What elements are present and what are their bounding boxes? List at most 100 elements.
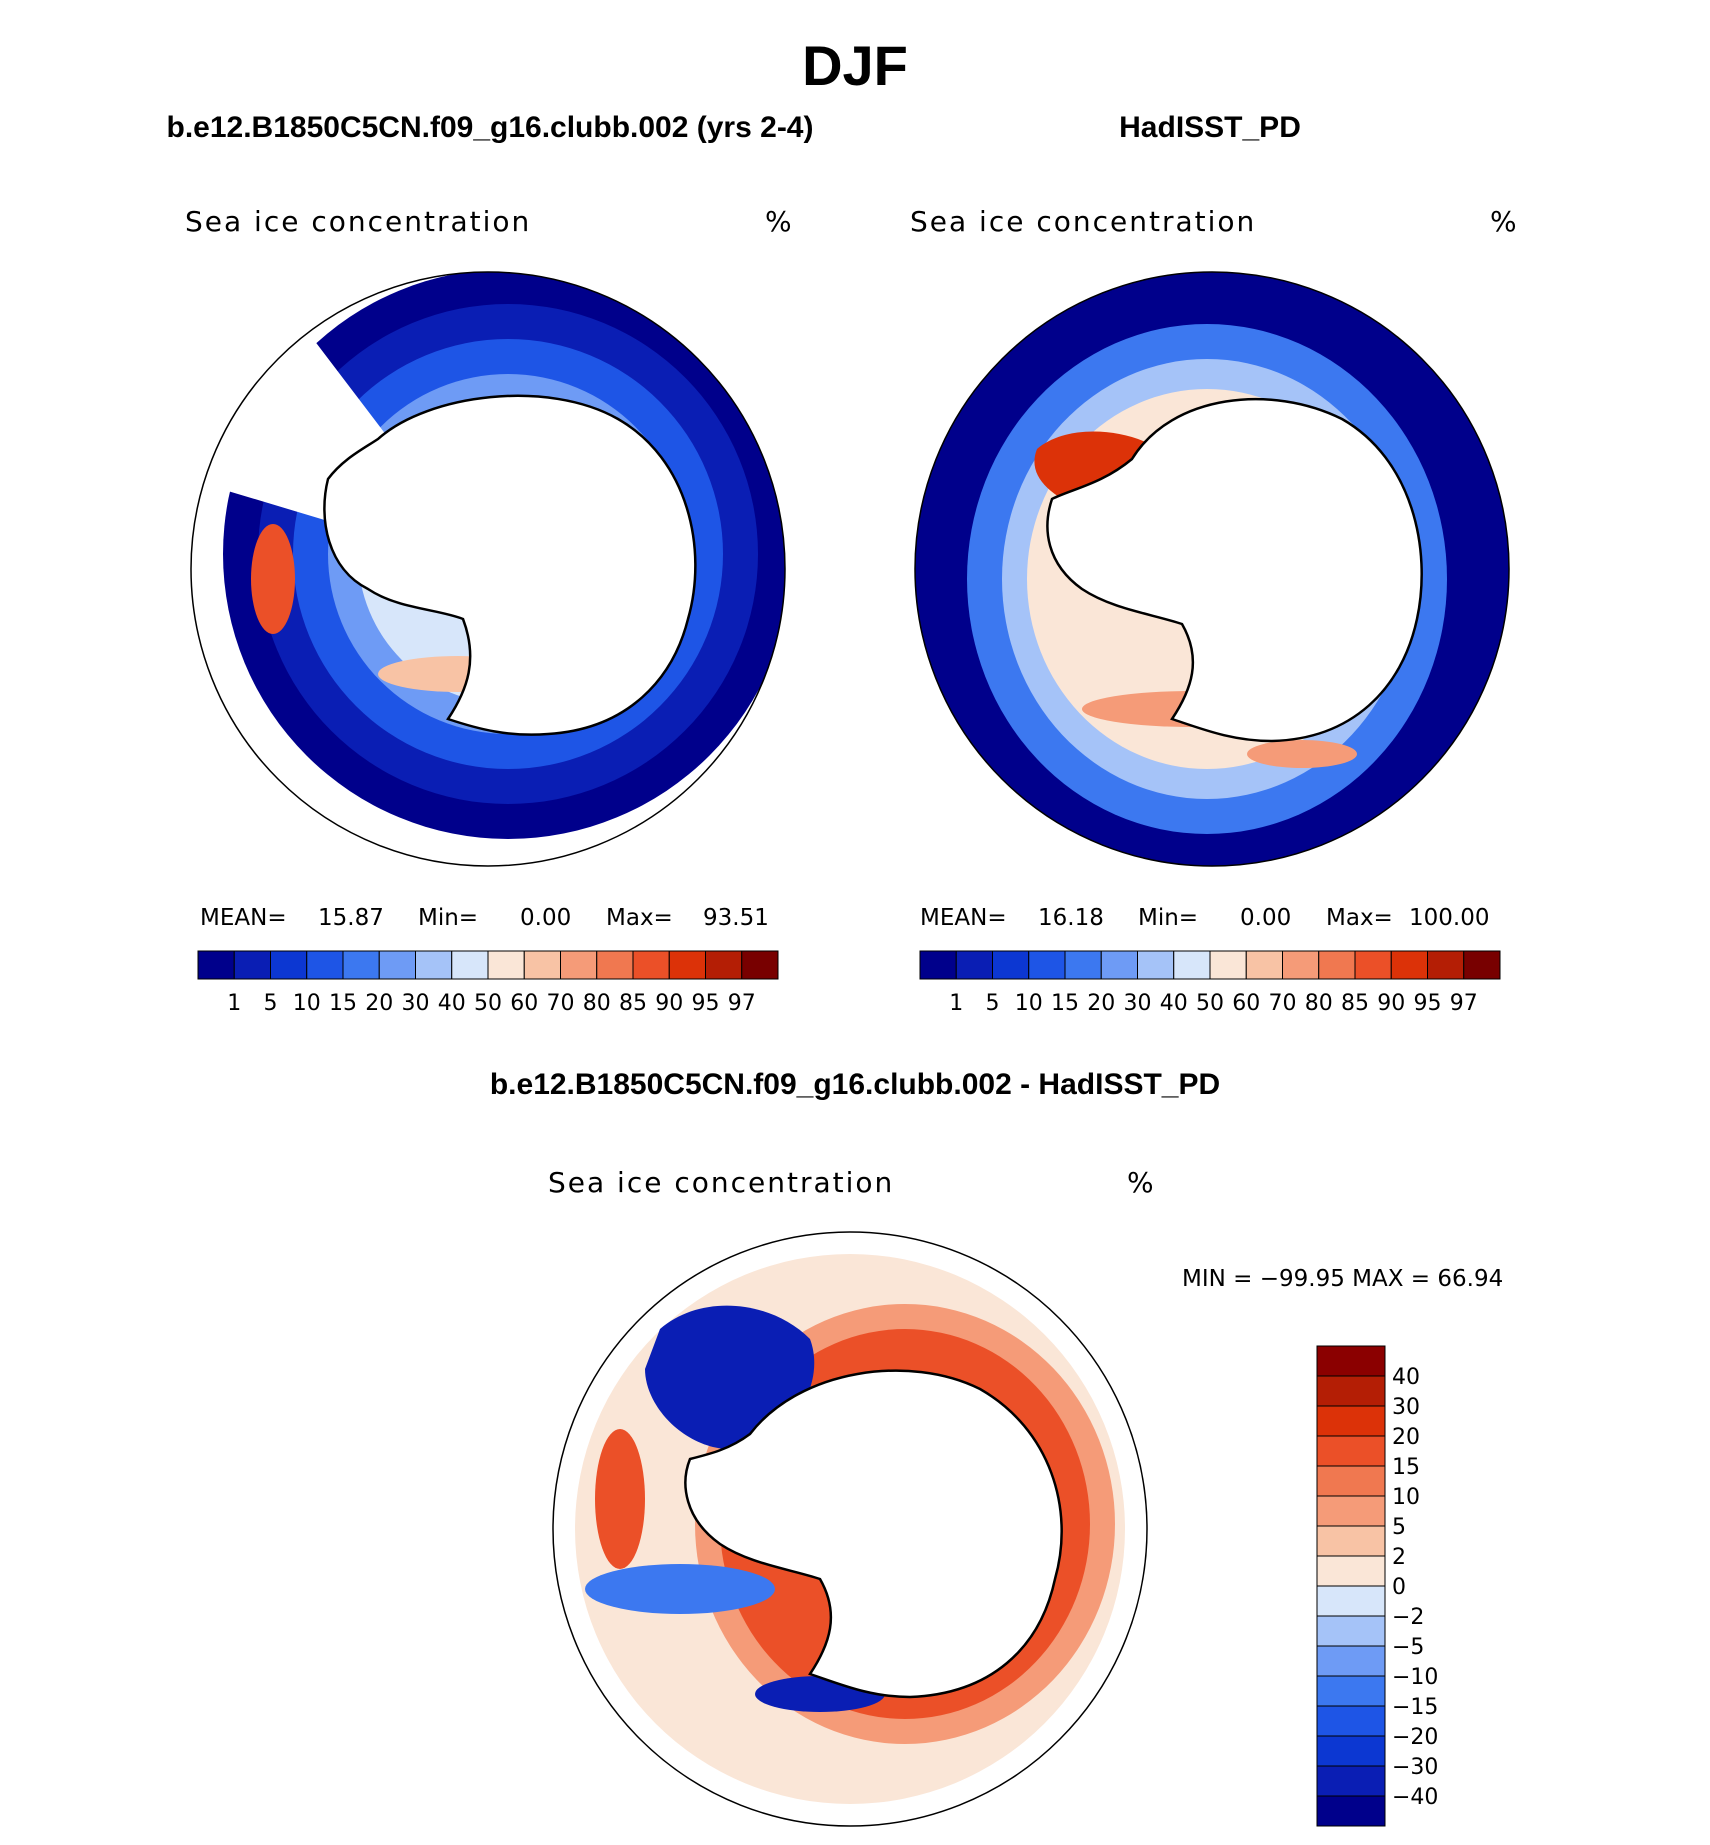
diff-cold-ross: [585, 1564, 775, 1614]
panel-2-colorbar-tick-label: 95: [1414, 991, 1442, 1016]
panel-2-colorbar-tick-label: 10: [1015, 991, 1043, 1016]
antarctica-continent: [323, 394, 697, 736]
antarctica-continent: [1046, 397, 1423, 743]
panel-1-mean-value: 15.87: [318, 905, 384, 931]
panel-1-colorbar-swatch: [270, 950, 308, 980]
panel-3-colorbar-swatch: [1316, 1705, 1386, 1737]
panel-3-colorbar-tick-label: 15: [1392, 1455, 1420, 1480]
panel-3-colorbar-swatch: [1316, 1405, 1386, 1437]
panel-2-colorbar-tick-label: 70: [1269, 991, 1297, 1016]
panel-1-colorbar-tick-label: 90: [655, 991, 683, 1016]
panel-2-colorbar-swatch: [1390, 950, 1428, 980]
panel-3-colorbar-swatch: [1316, 1375, 1386, 1407]
panel-2-colorbar-tick-label: 50: [1196, 991, 1224, 1016]
panel-1-colorbar-tick-label: 97: [728, 991, 756, 1016]
panel-1-variable: Sea ice concentration: [185, 205, 532, 238]
panel-3-colorbar-swatch: [1316, 1345, 1386, 1377]
panel-2-colorbar-swatch: [1028, 950, 1066, 980]
panel-1-colorbar-tick-label: 85: [619, 991, 647, 1016]
panel-3-colorbar-swatch: [1316, 1585, 1386, 1617]
panel-1-colorbar-tick-label: 50: [474, 991, 502, 1016]
panel-1-title: b.e12.B1850C5CN.f09_g16.clubb.002 (yrs 2…: [166, 111, 814, 144]
panel-2-variable: Sea ice concentration: [910, 205, 1257, 238]
panel-2-colorbar-swatch: [1137, 950, 1175, 980]
panel-3-colorbar-swatch: [1316, 1795, 1386, 1827]
panel-3-colorbar-tick-label: −2: [1392, 1605, 1424, 1630]
panel-1-colorbar-tick-label: 60: [510, 991, 538, 1016]
panel-2-colorbar-tick-label: 1: [949, 991, 963, 1016]
panel-3-map-border: [552, 1231, 1148, 1827]
diff-warm-west: [595, 1429, 645, 1569]
panel-2-max-label: Max=: [1326, 905, 1393, 931]
panel-2-colorbar-tick-label: 30: [1124, 991, 1152, 1016]
panel-2-colorbar-tick-label: 5: [986, 991, 1000, 1016]
panel-3-title: b.e12.B1850C5CN.f09_g16.clubb.002 - HadI…: [489, 1068, 1221, 1101]
panel-2-colorbar-swatch: [1173, 950, 1211, 980]
panel-1-colorbar-swatch: [632, 950, 670, 980]
panel-3-colorbar-tick-label: −20: [1392, 1725, 1438, 1750]
panel-3-colorbar-swatch: [1316, 1765, 1386, 1797]
antarctica-continent: [684, 1369, 1063, 1699]
panel-1-colorbar-tick-label: 70: [547, 991, 575, 1016]
panel-3-units: %: [1127, 1166, 1156, 1199]
panel-1-colorbar-swatch: [415, 950, 453, 980]
panel-1-colorbar-swatch: [342, 950, 380, 980]
panel-2-colorbar-tick-label: 40: [1160, 991, 1188, 1016]
panel-1-colorbar-tick-label: 5: [264, 991, 278, 1016]
panel-2-colorbar-tick-label: 85: [1341, 991, 1369, 1016]
panel-1-colorbar-swatch: [705, 950, 743, 980]
panel-3-colorbar-swatch: [1316, 1675, 1386, 1707]
panel-1-colorbar-tick-label: 80: [583, 991, 611, 1016]
panel-1-colorbar-tick-label: 1: [227, 991, 241, 1016]
panel-1-colorbar-tick-label: 15: [329, 991, 357, 1016]
panel-3-colorbar-tick-label: 30: [1392, 1395, 1420, 1420]
panel-3-colorbar-swatch: [1316, 1495, 1386, 1527]
panel-2-colorbar-tick-label: 60: [1232, 991, 1260, 1016]
panel-3-colorbar-swatch: [1316, 1735, 1386, 1767]
panel-1-max-value: 93.51: [703, 905, 769, 931]
panel-2-colorbar-tick-label: 97: [1450, 991, 1478, 1016]
panel-3-colorbar-tick-label: −15: [1392, 1695, 1438, 1720]
panel-1-colorbar-swatch: [487, 950, 525, 980]
panel-1-min-value: 0.00: [520, 905, 572, 931]
panel-3-range-text: MIN = −99.95 MAX = 66.94: [1182, 1266, 1504, 1292]
panel-1-colorbar-swatch: [306, 950, 344, 980]
panel-1-colorbar-swatch: [596, 950, 634, 980]
panel-1-colorbar-swatch: [741, 950, 779, 980]
panel-3-colorbar-swatch: [1316, 1645, 1386, 1677]
panel-1-colorbar-swatch: [560, 950, 598, 980]
panel-2-min-value: 0.00: [1240, 905, 1292, 931]
panel-2-colorbar-swatch: [1463, 950, 1501, 980]
panel-3-colorbar-tick-label: −5: [1392, 1635, 1424, 1660]
panel-2-colorbar-tick-label: 90: [1377, 991, 1405, 1016]
panel-2-colorbar: 1 5 10 15 20 30 40 50 60 70 80 85 90 95 97: [919, 950, 1501, 1016]
panel-2-min-label: Min=: [1138, 905, 1199, 931]
panel-1-colorbar-tick-label: 20: [365, 991, 393, 1016]
panel-3-colorbar-tick-label: 2: [1392, 1545, 1406, 1570]
panel-2-colorbar-tick-label: 20: [1087, 991, 1115, 1016]
panel-1-colorbar-tick-label: 10: [293, 991, 321, 1016]
warm-patch-west: [251, 524, 295, 634]
panel-1-colorbar-swatch: [668, 950, 706, 980]
panel-2-colorbar-swatch: [992, 950, 1030, 980]
panel-2-title: HadISST_PD: [1119, 111, 1301, 144]
panel-3-colorbar-tick-label: 40: [1392, 1365, 1420, 1390]
panel-2-map-border: [914, 271, 1510, 867]
panel-2-colorbar-swatch: [1354, 950, 1392, 980]
panel-2-colorbar-swatch: [1245, 950, 1283, 980]
panel-1-units: %: [765, 205, 794, 238]
panel-3-colorbar-tick-label: 10: [1392, 1485, 1420, 1510]
panel-2-mean-label: MEAN=: [920, 905, 1007, 931]
panel-2-mean-value: 16.18: [1038, 905, 1104, 931]
panel-2-units: %: [1490, 205, 1519, 238]
panel-3-colorbar-tick-label: 0: [1392, 1575, 1406, 1600]
panel-2-colorbar-swatch: [1318, 950, 1356, 980]
panel-1-colorbar-swatch: [451, 950, 489, 980]
panel-2-colorbar-swatch: [955, 950, 993, 980]
panel-1-colorbar-swatch: [378, 950, 416, 980]
panel-1-colorbar-tick-label: 95: [692, 991, 720, 1016]
panel-3-colorbar-swatch: [1316, 1465, 1386, 1497]
panel-2-colorbar-tick-label: 80: [1305, 991, 1333, 1016]
panel-2-map: [914, 271, 1510, 867]
